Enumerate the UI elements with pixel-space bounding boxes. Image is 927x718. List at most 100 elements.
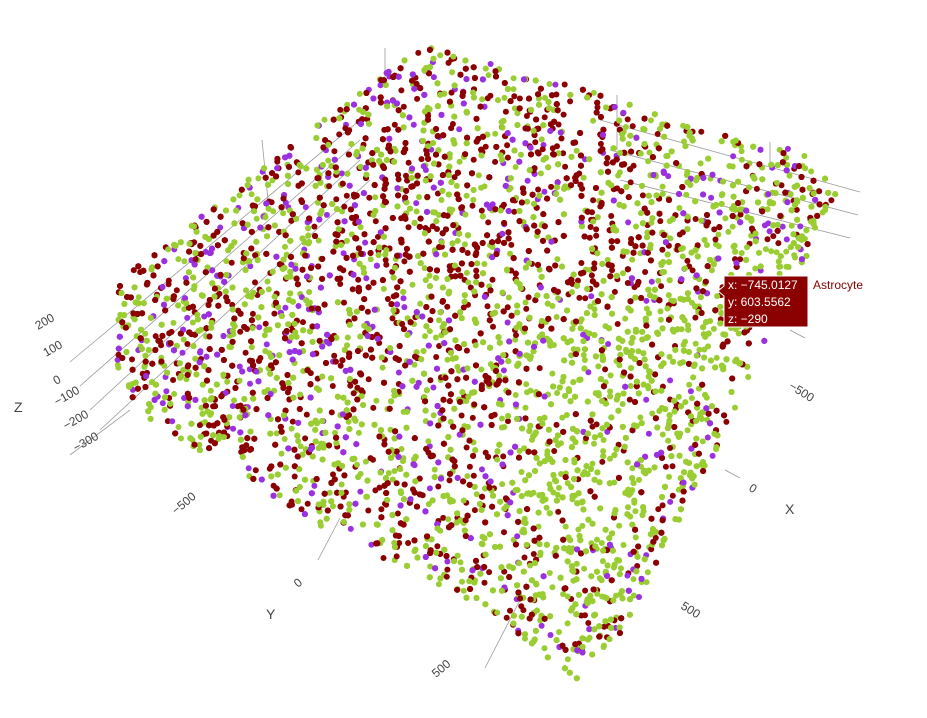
data-point	[430, 412, 437, 419]
data-point	[600, 437, 607, 443]
data-points[interactable]	[114, 45, 839, 682]
data-point	[591, 260, 598, 267]
data-point	[237, 328, 244, 335]
data-point	[554, 256, 561, 263]
data-point	[636, 594, 642, 600]
data-point	[599, 558, 606, 565]
data-point	[499, 481, 506, 488]
data-point	[449, 69, 456, 76]
data-point	[580, 352, 587, 358]
data-point	[602, 366, 609, 373]
data-point	[499, 415, 505, 422]
data-point	[426, 272, 433, 279]
data-point	[297, 443, 304, 450]
data-point	[182, 275, 189, 282]
data-point	[715, 231, 722, 238]
data-point	[597, 432, 604, 439]
data-point	[611, 288, 618, 295]
data-point	[338, 170, 345, 177]
data-point	[594, 214, 601, 221]
data-point	[569, 289, 575, 296]
data-point	[608, 213, 615, 219]
data-point	[437, 52, 444, 59]
data-point	[551, 448, 558, 454]
data-point	[694, 242, 701, 249]
data-point	[522, 635, 528, 642]
data-point	[464, 473, 471, 480]
data-point	[536, 365, 543, 372]
data-point	[516, 95, 523, 102]
data-point	[564, 620, 571, 627]
data-point	[444, 566, 451, 573]
data-point	[666, 353, 673, 360]
data-point	[400, 103, 407, 110]
data-point	[547, 632, 554, 638]
data-point	[715, 243, 722, 250]
data-point	[684, 427, 691, 434]
data-point	[687, 388, 694, 395]
data-point	[659, 246, 666, 253]
data-point	[357, 224, 364, 231]
data-point	[507, 607, 513, 614]
data-point	[385, 470, 392, 476]
data-point	[655, 277, 662, 284]
data-point	[355, 276, 362, 283]
data-point	[625, 219, 632, 226]
data-point	[722, 215, 729, 222]
data-point	[475, 172, 482, 179]
data-point	[627, 383, 634, 389]
data-point	[576, 294, 583, 301]
data-point	[326, 489, 333, 496]
data-point	[523, 381, 530, 388]
data-point	[236, 192, 243, 199]
data-point	[564, 480, 571, 487]
data-point	[764, 206, 771, 213]
data-point	[400, 458, 406, 465]
data-point	[541, 645, 548, 652]
data-point	[207, 387, 214, 394]
data-point	[501, 94, 508, 101]
data-point	[295, 169, 302, 176]
data-point	[418, 156, 425, 163]
data-point	[356, 90, 363, 97]
data-point	[624, 116, 631, 123]
data-point	[744, 244, 750, 251]
data-point	[629, 123, 636, 130]
data-point	[430, 74, 437, 81]
data-point	[555, 508, 562, 515]
data-point	[710, 325, 717, 332]
data-point	[178, 435, 184, 442]
data-point	[243, 287, 249, 294]
data-point	[336, 131, 343, 138]
data-point	[395, 176, 402, 183]
grid-line	[69, 409, 131, 456]
data-point	[487, 361, 494, 368]
data-point	[686, 381, 693, 388]
data-point	[631, 284, 638, 291]
data-point	[765, 220, 772, 227]
data-point	[639, 192, 646, 199]
data-point	[222, 389, 229, 396]
data-point	[676, 205, 683, 211]
data-point	[474, 260, 481, 267]
data-point	[175, 424, 182, 430]
data-point	[609, 267, 615, 274]
data-point	[501, 568, 508, 575]
data-point	[339, 208, 346, 215]
data-point	[355, 429, 362, 436]
data-point	[523, 305, 530, 312]
data-point	[508, 241, 515, 248]
data-point	[247, 380, 253, 387]
data-point	[605, 341, 612, 347]
data-point	[281, 436, 288, 442]
data-point	[714, 293, 721, 300]
data-point	[489, 276, 496, 283]
data-point	[582, 295, 589, 302]
data-point	[654, 131, 661, 137]
grid-line	[724, 469, 741, 479]
data-point	[788, 222, 795, 229]
data-point	[753, 185, 760, 192]
data-point	[535, 186, 542, 193]
data-point	[527, 144, 534, 151]
